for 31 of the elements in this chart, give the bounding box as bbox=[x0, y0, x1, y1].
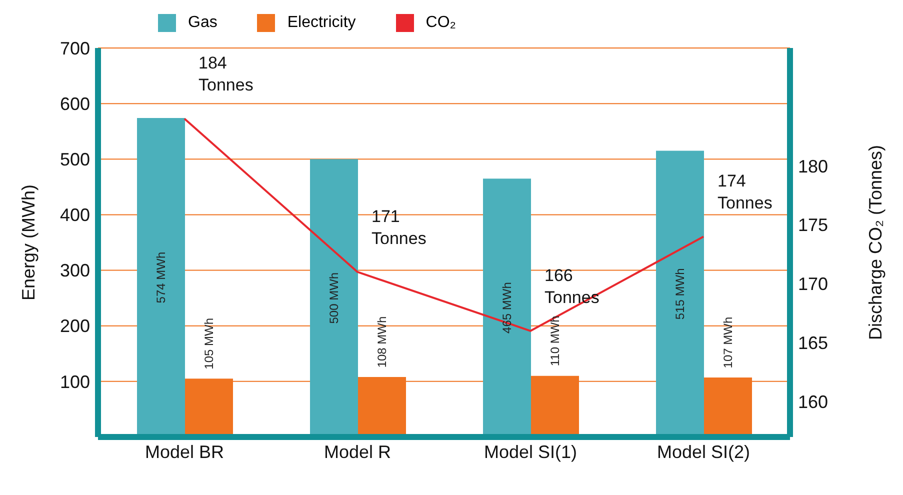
data-label: 515 MWh bbox=[673, 268, 687, 320]
data-label: 465 MWh bbox=[500, 282, 514, 334]
legend-label: CO₂ bbox=[426, 14, 456, 32]
data-label: 174 Tonnes bbox=[718, 172, 772, 213]
x-tick-label: Model R bbox=[324, 442, 392, 462]
y-tick-label: 500 bbox=[60, 150, 90, 170]
y-tick-label: 700 bbox=[60, 38, 90, 58]
data-label: 500 MWh bbox=[327, 272, 341, 324]
y2-tick-label: 170 bbox=[798, 274, 828, 294]
data-label: 110 MWh bbox=[548, 316, 562, 366]
y-tick-label: 100 bbox=[60, 372, 90, 392]
data-label: 184 Tonnes bbox=[198, 54, 254, 95]
data-label: 107 MWh bbox=[721, 316, 735, 368]
y-tick-label: 300 bbox=[60, 260, 90, 281]
y-tick-label: 400 bbox=[60, 205, 90, 226]
legend-label: Gas bbox=[188, 14, 218, 32]
data-label: 108 MWh bbox=[375, 316, 389, 368]
y-tick-label: 200 bbox=[60, 316, 90, 336]
y2-tick-label: 175 bbox=[798, 215, 828, 236]
x-tick-label: Model SI(1) bbox=[484, 442, 578, 462]
y2-tick-label: 165 bbox=[798, 333, 828, 354]
data-label: 574 MWh bbox=[154, 252, 168, 304]
y-tick-label: 600 bbox=[60, 94, 90, 114]
y-axis-title: Energy (MWh) bbox=[18, 184, 38, 301]
y2-tick-label: 160 bbox=[798, 392, 828, 412]
x-tick-label: Model SI(2) bbox=[656, 442, 750, 462]
data-label: 105 MWh bbox=[202, 318, 216, 370]
y2-axis-title: Discharge CO₂ (Tonnes) bbox=[865, 144, 886, 340]
y2-tick-label: 180 bbox=[798, 156, 828, 176]
x-tick-label: Model BR bbox=[144, 442, 224, 462]
legend-label: Electricity bbox=[287, 14, 356, 32]
